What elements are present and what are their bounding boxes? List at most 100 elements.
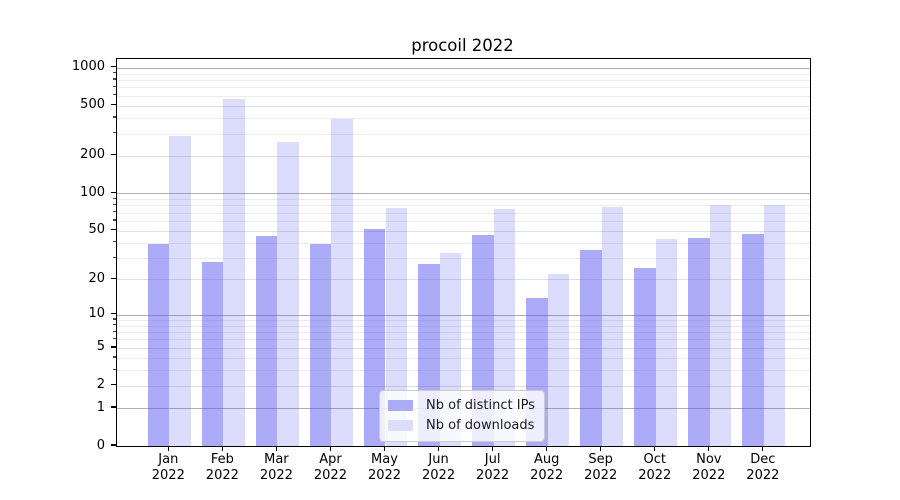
gridline-5	[117, 347, 810, 349]
x-tick-label-jan: Jan 2022	[138, 452, 198, 483]
y-tick-1	[111, 406, 116, 408]
bar-ips-oct	[634, 267, 656, 446]
y-tick-0	[111, 444, 116, 446]
month-label: Jul	[484, 452, 501, 467]
gridline-9	[117, 319, 810, 321]
gridline-70	[117, 212, 810, 214]
gridline-800	[117, 79, 810, 81]
x-tick-label-jul: Jul 2022	[463, 452, 523, 483]
y-tick-label-1000: 1000	[71, 59, 105, 75]
month-label: Nov	[696, 452, 722, 467]
y-tick-label-100: 100	[80, 184, 105, 200]
gridline-200	[117, 155, 810, 157]
gridline-400	[117, 117, 810, 119]
bar-downloads-apr	[331, 119, 354, 446]
x-tick-sep	[600, 446, 602, 451]
bar-ips-nov	[688, 237, 710, 446]
y-tick-10	[111, 313, 116, 315]
y-minor-tick-400	[113, 116, 116, 118]
bar-ips-apr	[309, 244, 332, 446]
y-minor-tick-70	[113, 211, 116, 213]
bar-downloads-jul	[493, 208, 516, 446]
bar-downloads-feb	[223, 98, 245, 446]
y-minor-tick-8	[113, 324, 116, 326]
y-minor-tick-7	[113, 330, 116, 332]
gridline-50	[117, 230, 810, 232]
gridline-60	[117, 220, 810, 222]
gridline-6	[117, 339, 810, 341]
y-minor-tick-6	[113, 337, 116, 340]
x-tick-label-sep: Sep 2022	[571, 452, 631, 483]
gridline-3	[117, 370, 810, 372]
gridline-300	[117, 133, 810, 135]
bar-ips-sep	[580, 249, 602, 446]
month-label: Mar	[264, 452, 289, 467]
y-tick-2	[111, 384, 116, 386]
y-minor-tick-700	[113, 85, 116, 87]
plot-area: Nb of distinct IPs Nb of downloads	[116, 58, 811, 447]
bar-downloads-sep	[601, 206, 624, 446]
y-tick-label-2: 2	[96, 377, 105, 393]
year-label: 2022	[422, 467, 456, 483]
x-tick-aug	[546, 446, 548, 451]
gridline-40	[117, 242, 810, 244]
y-tick-label-5: 5	[96, 339, 105, 355]
y-tick-label-0: 0	[96, 437, 105, 453]
year-label: 2022	[313, 467, 347, 483]
gridline-1000	[117, 67, 810, 69]
gridline-2	[117, 385, 810, 387]
x-tick-oct	[654, 446, 656, 451]
y-tick-100	[111, 191, 116, 193]
x-tick-jun	[437, 446, 440, 451]
y-tick-label-200: 200	[80, 147, 105, 163]
bar-downloads-dec	[763, 204, 786, 446]
y-minor-tick-80	[113, 203, 116, 206]
y-minor-tick-600	[113, 94, 116, 96]
month-label: Dec	[750, 452, 776, 467]
bar-downloads-nov	[709, 204, 732, 446]
month-label: Feb	[210, 452, 234, 467]
gridline-30	[117, 258, 810, 259]
y-tick-20	[111, 277, 116, 279]
x-tick-dec	[762, 446, 764, 451]
x-tick-label-dec: Dec 2022	[733, 452, 793, 483]
y-minor-tick-300	[113, 132, 116, 134]
month-label: Sep	[588, 452, 613, 467]
bar-ips-dec	[742, 234, 764, 446]
y-minor-tick-800	[113, 78, 116, 80]
y-minor-tick-3	[113, 368, 116, 370]
y-tick-label-10: 10	[88, 306, 105, 322]
legend-entry-downloads: Nb of downloads	[388, 417, 535, 434]
x-tick-feb	[221, 446, 223, 451]
year-label: 2022	[476, 467, 510, 483]
y-minor-tick-90	[113, 197, 116, 199]
gridline-600	[117, 95, 810, 97]
gridline-700	[117, 87, 810, 89]
year-label: 2022	[259, 467, 293, 483]
bar-downloads-jan	[169, 136, 191, 446]
year-label: 2022	[692, 467, 726, 483]
x-tick-may	[383, 446, 386, 451]
y-tick-1000	[111, 66, 116, 68]
legend-swatch-distinct-ips	[388, 400, 413, 411]
year-label: 2022	[638, 467, 672, 483]
x-tick-label-feb: Feb 2022	[192, 452, 252, 483]
month-label: Apr	[319, 452, 342, 467]
gridline-20	[117, 279, 810, 281]
y-tick-50	[111, 229, 116, 231]
gridline-100	[117, 193, 810, 195]
x-tick-label-apr: Apr 2022	[300, 452, 360, 483]
bar-ips-feb	[201, 261, 224, 446]
year-label: 2022	[151, 467, 185, 483]
bar-ips-mar	[255, 236, 278, 446]
x-tick-label-aug: Aug 2022	[517, 452, 577, 483]
gridline-8	[117, 325, 810, 327]
x-tick-label-jun: Jun 2022	[409, 452, 469, 483]
month-label: May	[371, 452, 398, 467]
gridline-4	[117, 357, 810, 359]
x-tick-label-mar: Mar 2022	[246, 452, 306, 483]
x-tick-jan	[167, 446, 169, 451]
y-tick-label-1: 1	[96, 399, 105, 415]
year-label: 2022	[746, 467, 780, 483]
x-tick-label-may: May 2022	[355, 452, 415, 483]
